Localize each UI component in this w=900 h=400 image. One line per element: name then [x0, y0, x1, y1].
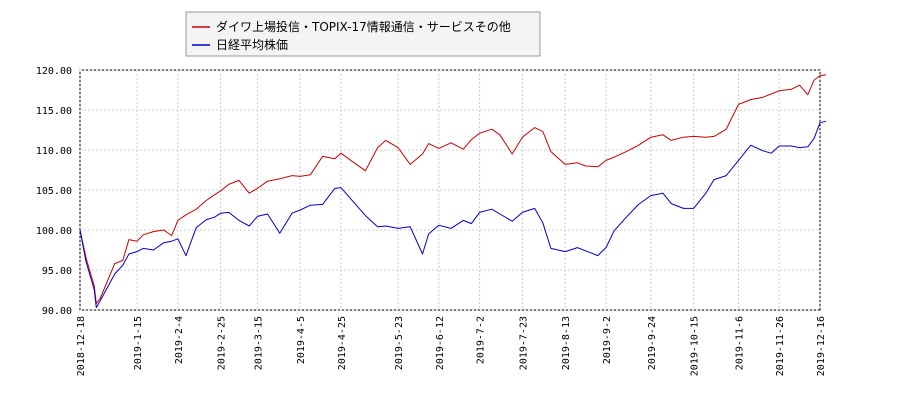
x-tick-label: 2019-10-15: [690, 316, 701, 376]
series-lines: [79, 74, 827, 309]
series-line-2: [79, 120, 827, 309]
y-tick-label: 90.00: [42, 306, 72, 317]
y-tick-label: 105.00: [36, 186, 72, 197]
y-tick-label: 100.00: [36, 226, 72, 237]
x-tick-label: 2019-4-5: [296, 316, 307, 364]
x-tick-label: 2019-9-24: [647, 316, 658, 370]
x-axis-ticks: 2018-12-18 2019-1-15 2019-2-4 2019-2-25 2019…: [76, 316, 827, 376]
x-tick-label: 2018-12-18: [76, 316, 87, 376]
legend-box: [185, 11, 541, 57]
x-tick-label: 2019-12-16: [816, 316, 827, 376]
legend-label-series-2: 日経平均株価: [216, 37, 288, 52]
x-tick-label: 2019-7-2: [476, 316, 487, 364]
y-axis-ticks: 120.00 115.00 110.00 105.00 100.00 95.00 90.00: [36, 66, 72, 317]
series-line-1: [79, 74, 827, 305]
y-tick-label: 120.00: [36, 66, 72, 77]
x-tick-label: 2019-11-26: [775, 316, 786, 376]
x-tick-label: 2019-6-12: [435, 316, 446, 370]
x-tick-label: 2019-9-2: [602, 316, 613, 364]
x-tick-label: 2019-2-25: [217, 316, 228, 370]
y-tick-label: 95.00: [42, 266, 72, 277]
grid-lines: [79, 69, 821, 311]
y-tick-label: 110.00: [36, 146, 72, 157]
legend: ダイワ上場投信・TOPIX-17情報通信・サービスその他 日経平均株価: [185, 11, 541, 57]
x-tick-label: 2019-5-23: [394, 316, 405, 370]
x-tick-label: 2019-8-13: [561, 316, 572, 370]
x-tick-label: 2019-7-23: [518, 316, 529, 370]
x-tick-label: 2019-3-15: [253, 316, 264, 370]
legend-label-series-1: ダイワ上場投信・TOPIX-17情報通信・サービスその他: [216, 19, 511, 34]
y-tick-label: 115.00: [36, 106, 72, 117]
x-tick-label: 2019-2-4: [174, 316, 185, 364]
x-tick-label: 2019-1-15: [133, 316, 144, 370]
x-tick-label: 2019-4-25: [337, 316, 348, 370]
x-tick-label: 2019-11-6: [734, 316, 745, 370]
